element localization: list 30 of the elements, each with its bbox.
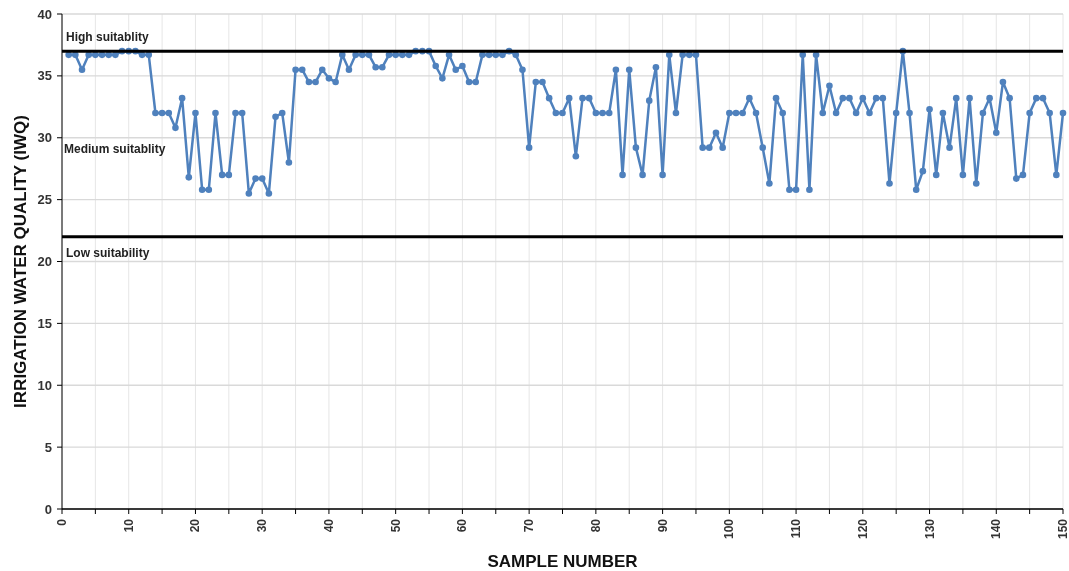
x-tick-label: 20: [188, 518, 203, 533]
y-tick-label: 35: [37, 68, 52, 84]
y-tick-label: 15: [37, 315, 52, 331]
y-tick-label: 40: [37, 6, 52, 22]
x-axis-title: SAMPLE NUMBER: [487, 552, 638, 571]
ref-line-label: High suitablity: [66, 30, 149, 45]
x-tick-label: 10: [121, 518, 136, 533]
x-tick-label: 110: [789, 518, 804, 539]
y-tick-label: 20: [37, 254, 52, 270]
x-tick-label: 70: [522, 518, 537, 533]
y-tick-label: 5: [44, 439, 52, 455]
x-tick-label: 40: [321, 518, 336, 533]
x-tick-label: 60: [455, 518, 470, 533]
y-axis-title: IRRIGATION WATER QUALITY (IWQ): [11, 115, 30, 408]
y-tick-label: 25: [37, 192, 52, 208]
y-tick-label: 0: [44, 501, 52, 517]
x-tick-label: 140: [989, 518, 1004, 540]
x-tick-label: 0: [55, 518, 69, 526]
x-tick-label: 90: [655, 518, 670, 533]
annotation: Medium suitablity: [64, 142, 166, 157]
x-tick-label: 150: [1056, 518, 1069, 540]
x-tick-label: 120: [855, 518, 870, 540]
x-tick-label: 50: [388, 518, 403, 533]
x-tick-label: 130: [922, 518, 937, 540]
y-tick-label: 10: [37, 377, 52, 393]
y-tick-label: 30: [37, 130, 52, 146]
x-tick-label: 80: [588, 518, 603, 533]
x-tick-label: 30: [255, 518, 270, 533]
ref-line-label: Low suitability: [66, 245, 150, 260]
x-tick-label: 100: [722, 518, 737, 540]
